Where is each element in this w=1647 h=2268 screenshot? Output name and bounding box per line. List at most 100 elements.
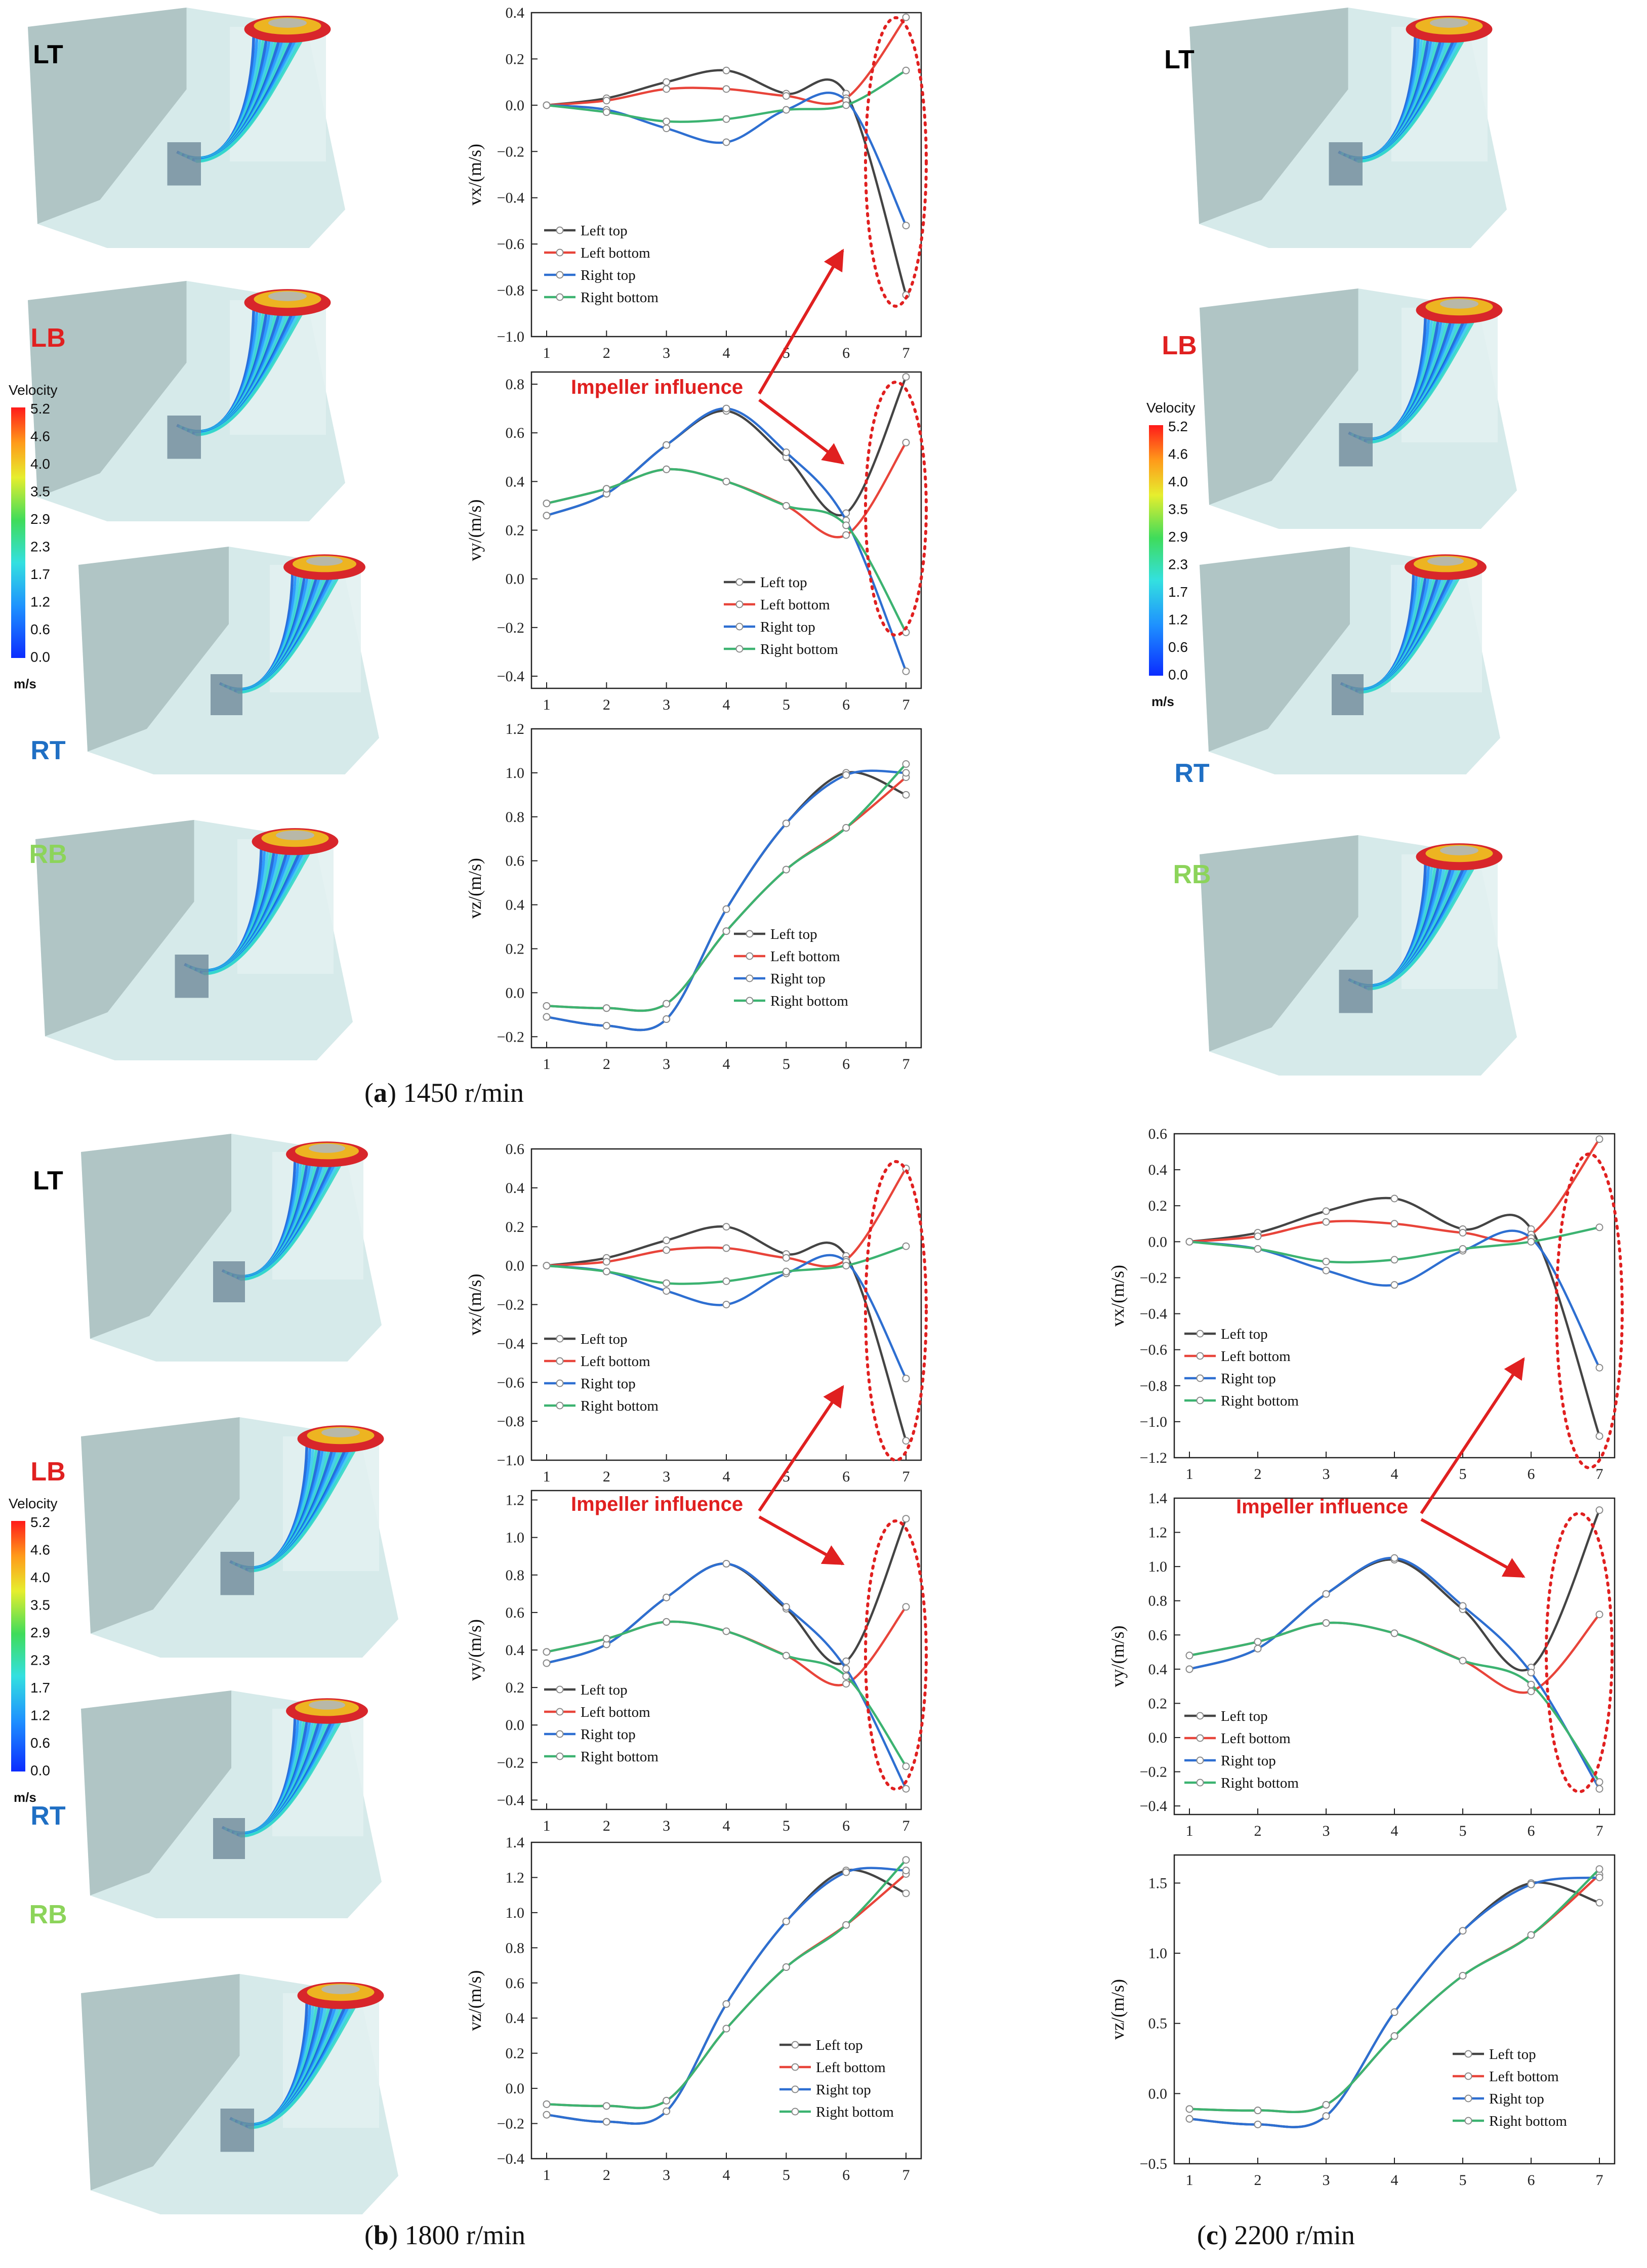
impeller-hub xyxy=(321,1984,360,1994)
legend: Left top Left bottom Right top Right bottom xyxy=(544,1331,658,1414)
y-tick-label: 0.0 xyxy=(506,984,525,1001)
colorbar-tick-label: 5.2 xyxy=(30,1514,50,1530)
data-point xyxy=(543,1659,551,1667)
data-point xyxy=(902,1375,910,1383)
x-tick-label: 7 xyxy=(902,345,910,361)
legend-label: Left top xyxy=(816,2037,863,2053)
data-point xyxy=(1595,1506,1603,1514)
x-tick-label: 5 xyxy=(783,2167,790,2183)
data-point xyxy=(902,1856,910,1864)
data-point xyxy=(902,1437,910,1445)
y-axis-label: vy/(m/s) xyxy=(465,1619,485,1681)
x-tick-label: 6 xyxy=(842,1056,850,1073)
legend: Left top Left bottom Right top Right bottom xyxy=(1184,1708,1299,1791)
data-point xyxy=(543,500,551,508)
chart-a_vx: 1 2 3 4 5 6 7−1.0−0.8−0.6−0.4−0.20.00.20.4vx/(… xyxy=(465,5,922,361)
x-tick-label: 3 xyxy=(1323,1823,1330,1839)
highlight-ellipse xyxy=(1545,1512,1614,1793)
data-point xyxy=(602,97,610,105)
data-point xyxy=(602,1022,610,1030)
model-inlet-grid xyxy=(1332,674,1364,715)
legend-label: Right top xyxy=(581,1726,636,1743)
data-point xyxy=(1595,1899,1603,1907)
y-tick-label: 1.4 xyxy=(506,1834,525,1851)
legend-marker xyxy=(556,1335,564,1343)
streamline xyxy=(237,568,344,694)
colorbar-tick-label: 4.6 xyxy=(30,429,50,444)
data-point xyxy=(1390,1256,1398,1264)
chart-a_vz: 1 2 3 4 5 6 7 −0.2 0.0 0.2 0.4 0.6 0.8 1.0 1.2 vz/(m/s)… xyxy=(465,721,922,1073)
legend-marker xyxy=(1464,2050,1472,2058)
data-point xyxy=(1459,1657,1467,1665)
annotation-arrow xyxy=(1420,1518,1526,1578)
caption-b: (b) 1800 r/min xyxy=(364,2220,526,2250)
y-tick-label: −0.8 xyxy=(497,1413,524,1430)
legend-marker xyxy=(791,2108,799,2116)
data-point xyxy=(842,101,850,109)
data-point xyxy=(1595,1873,1603,1881)
colorbar-tick-label: 2.9 xyxy=(1168,529,1188,545)
colorbar-tick-label: 4.0 xyxy=(1168,474,1188,489)
y-tick-label: −0.5 xyxy=(1140,2156,1167,2172)
intake-model xyxy=(78,547,379,774)
data-point xyxy=(602,1267,610,1275)
impeller-hub xyxy=(309,1143,345,1153)
data-point xyxy=(722,1301,730,1308)
chart-b_vy: 1 2 3 4 5 6 7 −0.4 −0.2 0.0 0.2 0.4 0.6 0.8 1.0 1.2 vy/(… xyxy=(465,1490,922,1834)
data-point xyxy=(722,2025,730,2033)
y-tick-label: 0.4 xyxy=(506,897,525,914)
y-tick-label: −0.4 xyxy=(497,190,524,207)
colorbar-tick-label: 0.0 xyxy=(30,649,50,665)
data-point xyxy=(722,2000,730,2008)
model-side-wall xyxy=(81,1974,240,2191)
highlight-ellipse xyxy=(1555,1152,1624,1469)
y-tick-label: 0.0 xyxy=(506,2080,525,2097)
data-point xyxy=(663,441,671,449)
model-inlet-grid xyxy=(213,1261,245,1302)
x-tick-label: 3 xyxy=(663,1056,670,1073)
data-point xyxy=(782,1603,790,1611)
data-point xyxy=(842,1262,850,1270)
data-point xyxy=(543,1262,551,1270)
legend-marker xyxy=(746,974,754,982)
data-point xyxy=(1185,1652,1193,1660)
data-point xyxy=(722,927,730,935)
legend: Left top Left bottom Right top Right bottom xyxy=(734,926,848,1009)
position-label-rt: RT xyxy=(30,1801,66,1831)
data-point xyxy=(1459,1229,1467,1237)
data-point xyxy=(1254,2120,1262,2128)
legend-label: Right top xyxy=(581,1376,636,1392)
y-tick-label: 0.4 xyxy=(506,2010,525,2027)
x-tick-label: 1 xyxy=(543,2167,551,2183)
colorbar-tick-label: 1.2 xyxy=(30,1708,50,1723)
y-tick-label: 0.2 xyxy=(506,522,525,539)
data-point xyxy=(902,667,910,675)
chart-c_vx: 1 2 3 4 5 6 7 −1.2 −1.0 −0.8 −0.6 −0.4 −0.2 0.0 0.2 0.4… xyxy=(1107,1126,1616,1482)
data-point xyxy=(1527,1680,1535,1688)
data-point xyxy=(663,1236,671,1245)
y-tick-label: 1.2 xyxy=(506,1492,525,1509)
series-line xyxy=(546,771,907,1032)
data-point xyxy=(1595,1865,1603,1873)
legend: Left top Left bottom Right top Right bottom xyxy=(1453,2046,1567,2129)
x-tick-label: 1 xyxy=(543,1056,551,1073)
data-point xyxy=(902,1889,910,1898)
x-tick-label: 2 xyxy=(603,345,610,361)
model-inlet-grid xyxy=(220,1552,255,1595)
legend-label: Left bottom xyxy=(1221,1348,1291,1365)
x-tick-label: 1 xyxy=(543,696,551,713)
x-tick-label: 6 xyxy=(842,2167,850,2183)
x-tick-label: 3 xyxy=(1323,2172,1330,2189)
model-side-wall xyxy=(81,1690,231,1895)
legend-label: Right bottom xyxy=(816,2104,894,2120)
chart-c_vz: 1 2 3 4 5 6 7−0.50.00.51.01.5vz/(m/s)Left topL… xyxy=(1107,1854,1616,2189)
data-point xyxy=(663,2107,671,2115)
colorbar-tick-label: 1.2 xyxy=(1168,612,1188,628)
y-tick-label: 0.2 xyxy=(1148,1198,1168,1214)
legend-label: Right bottom xyxy=(1489,2113,1567,2129)
data-point xyxy=(1390,2008,1398,2016)
y-axis-label: vy/(m/s) xyxy=(465,500,485,561)
data-point xyxy=(902,438,910,446)
data-point xyxy=(842,1672,850,1680)
